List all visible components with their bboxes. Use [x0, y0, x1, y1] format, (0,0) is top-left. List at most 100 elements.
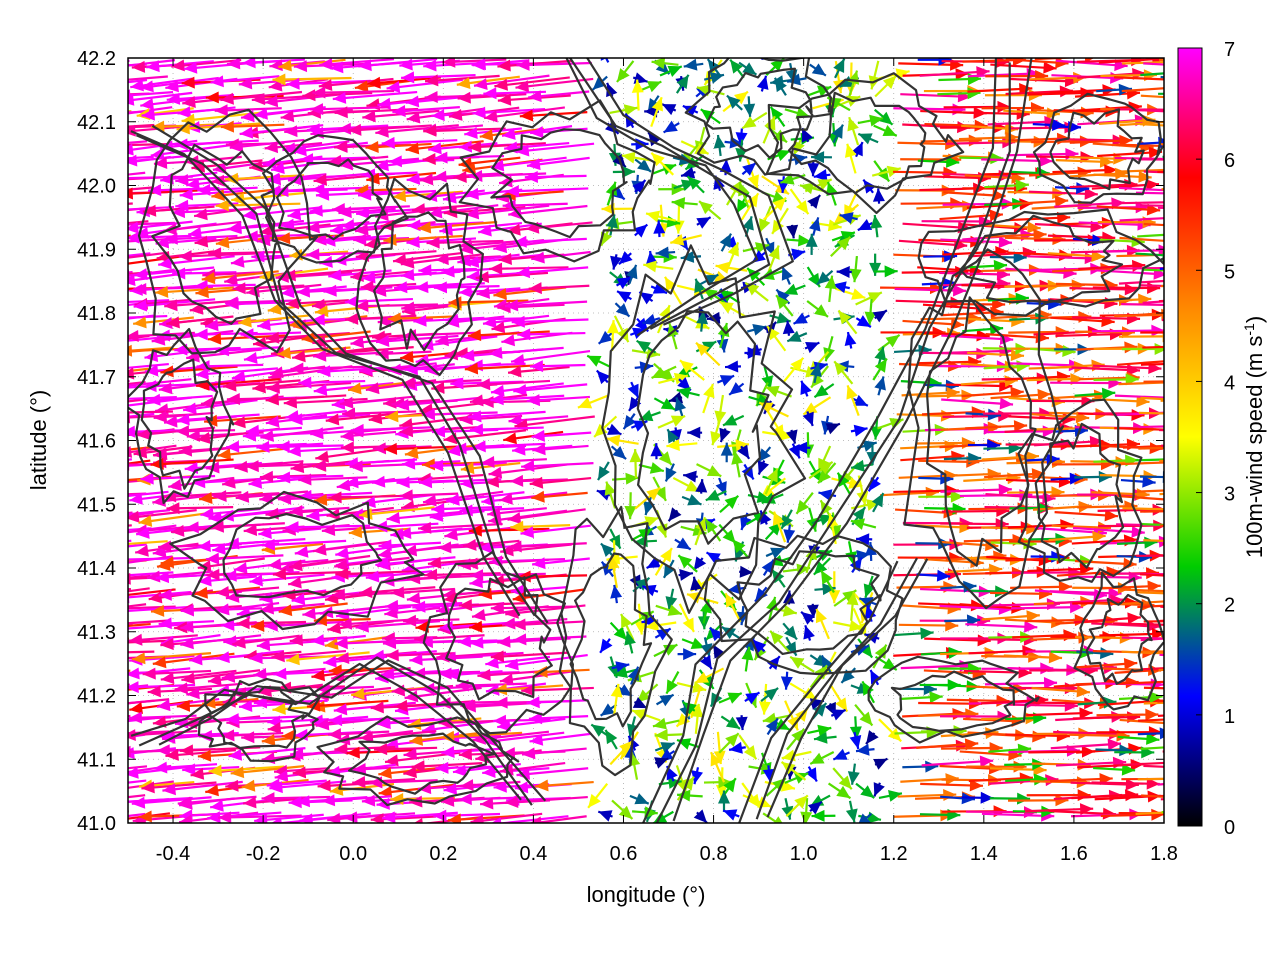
wind-vector-head	[862, 440, 877, 452]
wind-vector-shaft	[225, 715, 307, 721]
wind-vector-head	[691, 770, 703, 785]
wind-vector-head	[1124, 283, 1138, 296]
wind-vector-head	[249, 652, 263, 665]
wind-vector-head	[510, 474, 524, 487]
wind-vector-head	[220, 92, 234, 105]
wind-vector-head	[238, 77, 253, 90]
wind-vector-head	[1165, 140, 1178, 152]
wind-vector-head	[199, 492, 213, 505]
wind-vector-head	[288, 796, 302, 809]
wind-vector-head	[406, 111, 421, 124]
colorbar-tick-label: 0	[1224, 817, 1235, 839]
wind-vector-head	[1041, 805, 1055, 818]
wind-vector-head	[1131, 525, 1145, 538]
wind-vector-head	[976, 329, 990, 342]
wind-vector-head	[385, 738, 399, 751]
wind-vector-head	[311, 313, 325, 326]
wind-vector-head	[810, 752, 825, 764]
wind-vector-head	[253, 667, 267, 680]
wind-vector-head	[138, 810, 152, 823]
terrain-contour	[276, 158, 387, 241]
terrain-contour	[766, 558, 929, 818]
wind-vector-head	[215, 603, 230, 616]
wind-vector-head	[288, 576, 302, 589]
wind-vector-head	[600, 543, 615, 558]
wind-vector-head	[63, 382, 77, 394]
wind-vector-head	[286, 653, 300, 666]
wind-vector-head	[814, 665, 828, 680]
wind-vector-head	[677, 789, 691, 802]
wind-vector-head	[483, 87, 497, 100]
wind-vector-shaft	[1114, 266, 1164, 270]
wind-vector-head	[943, 789, 957, 802]
wind-vector-head	[1207, 181, 1220, 193]
wind-vector-head	[313, 173, 328, 186]
wind-vector-head	[693, 809, 708, 823]
wind-vector-shaft	[140, 76, 219, 90]
y-tick-label: 41.0	[77, 813, 116, 835]
terrain-contour	[1073, 571, 1164, 711]
wind-vector-head	[662, 104, 677, 116]
wind-vector-head	[489, 346, 503, 359]
wind-vector-head	[164, 232, 178, 245]
wind-vector-head	[1151, 324, 1164, 337]
wind-vector-head	[266, 381, 280, 394]
wind-vector-head	[334, 742, 348, 755]
wind-vector-shaft	[128, 171, 146, 176]
wind-vector-head	[226, 393, 240, 406]
wind-vector-head	[770, 547, 785, 559]
wind-vector-head	[236, 617, 250, 630]
x-tick-label: -0.2	[246, 843, 280, 865]
wind-vector-head	[73, 140, 86, 152]
wind-vector-head	[705, 519, 718, 534]
wind-vector-head	[179, 188, 194, 201]
wind-vector-head	[729, 741, 743, 754]
wind-vector-head	[1138, 170, 1152, 183]
wind-vector-head	[265, 393, 279, 406]
wind-vector-head	[406, 592, 421, 605]
wind-vector-head	[315, 188, 330, 201]
wind-vector-shaft	[128, 140, 148, 144]
wind-vector-head	[337, 122, 352, 135]
wind-vector-head	[1163, 163, 1164, 176]
wind-vector-head	[112, 400, 126, 412]
x-tick-label: 0.0	[339, 843, 367, 865]
wind-vector-head	[243, 524, 258, 537]
wind-vector-head	[528, 90, 542, 103]
wind-vector-head	[1148, 726, 1162, 739]
wind-vector-shaft	[45, 477, 125, 479]
wind-vector-head	[418, 476, 433, 489]
wind-vector-head	[215, 236, 230, 249]
wind-vector-shaft	[50, 77, 126, 81]
wind-vector-head	[147, 685, 161, 698]
wind-vector-shaft	[404, 443, 483, 456]
wind-vector-head	[261, 734, 276, 746]
wind-vector-head	[415, 281, 429, 294]
wind-vector-head	[577, 397, 593, 409]
wind-vector-head	[278, 604, 293, 617]
wind-vector-shaft	[128, 220, 129, 222]
wind-vector-head	[650, 443, 663, 457]
wind-vector-shaft	[128, 605, 192, 612]
wind-vector-head	[610, 584, 623, 599]
wind-vector-head	[722, 414, 738, 426]
colorbar-tick-label: 5	[1224, 261, 1235, 283]
wind-vector-head	[685, 480, 700, 492]
wind-vector-head	[831, 709, 846, 721]
wind-vector-shaft	[42, 156, 126, 165]
wind-vector-shaft	[1139, 123, 1164, 127]
wind-vector-head	[665, 467, 677, 482]
wind-vector-head	[43, 735, 57, 747]
wind-vector-shaft	[423, 127, 506, 133]
wind-vector-shaft	[1137, 718, 1164, 722]
wind-vector-head	[490, 393, 504, 406]
terrain-contour	[672, 58, 1033, 822]
wind-vector-shaft	[350, 426, 432, 432]
wind-vector-head	[471, 58, 485, 71]
wind-vector-head	[153, 157, 168, 170]
wind-vector-head	[801, 611, 815, 625]
terrain-contour	[151, 143, 280, 325]
wind-vector-head	[485, 656, 499, 669]
wind-vector-head	[709, 627, 724, 642]
wind-vector-head	[58, 412, 71, 424]
